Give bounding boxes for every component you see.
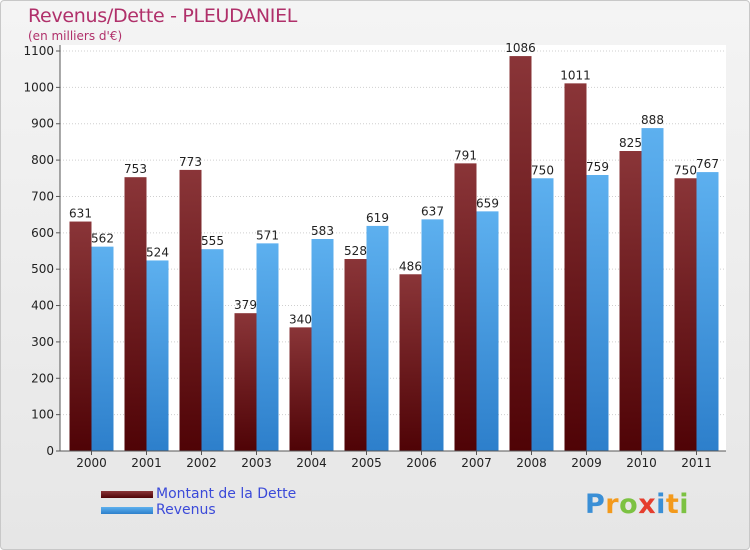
logo-letter: r bbox=[605, 489, 620, 520]
y-tick-label: 400 bbox=[31, 299, 54, 313]
y-tick-label: 200 bbox=[31, 371, 54, 385]
data-label-revenus: 759 bbox=[586, 160, 609, 174]
x-tick-label: 2007 bbox=[461, 456, 492, 470]
bar-dette bbox=[179, 169, 202, 451]
bar-revenus bbox=[366, 225, 389, 451]
x-tick-label: 2006 bbox=[406, 456, 437, 470]
bar-dette bbox=[234, 313, 257, 451]
bar-revenus bbox=[91, 246, 114, 451]
legend-label-dette: Montant de la Dette bbox=[156, 486, 297, 502]
y-tick-label: 1100 bbox=[23, 44, 54, 58]
plot-area bbox=[60, 45, 726, 451]
data-label-revenus: 562 bbox=[91, 232, 114, 246]
data-label-dette: 773 bbox=[179, 155, 202, 169]
logo-letter: P bbox=[585, 489, 606, 520]
x-tick-label: 2008 bbox=[516, 456, 547, 470]
gridlines bbox=[60, 45, 726, 452]
data-label-dette: 750 bbox=[674, 163, 697, 177]
logo-letter: i bbox=[656, 489, 666, 520]
data-label-revenus: 571 bbox=[256, 228, 279, 242]
bar-dette bbox=[454, 163, 477, 451]
x-tick-label: 2005 bbox=[351, 456, 382, 470]
logo-letter: o bbox=[619, 489, 639, 520]
bar-revenus bbox=[421, 219, 444, 451]
data-label-revenus: 750 bbox=[531, 163, 554, 177]
bar-revenus bbox=[476, 211, 499, 451]
bar-revenus bbox=[201, 249, 224, 451]
data-label-dette: 379 bbox=[234, 298, 257, 312]
x-tick-label: 2003 bbox=[241, 456, 272, 470]
bar-dette bbox=[344, 259, 367, 451]
logo-letter: i bbox=[679, 489, 690, 520]
bar-revenus bbox=[586, 175, 609, 451]
data-label-dette: 340 bbox=[289, 312, 312, 326]
x-tick-label: 2009 bbox=[571, 456, 602, 470]
data-label-dette: 486 bbox=[399, 259, 422, 273]
x-tick-label: 2002 bbox=[186, 456, 217, 470]
x-tick-label: 2001 bbox=[131, 456, 162, 470]
y-tick-label: 300 bbox=[31, 335, 54, 349]
proxiti-logo: Proxiti bbox=[585, 489, 689, 520]
data-label-revenus: 637 bbox=[421, 204, 444, 218]
x-tick-label: 2011 bbox=[681, 456, 712, 470]
y-tick-label: 800 bbox=[31, 153, 54, 167]
x-tick-label: 2010 bbox=[626, 456, 657, 470]
data-label-revenus: 888 bbox=[641, 113, 664, 127]
data-label-revenus: 555 bbox=[201, 234, 224, 248]
data-label-dette: 631 bbox=[69, 207, 92, 221]
bar-revenus bbox=[256, 243, 279, 451]
bar-revenus bbox=[146, 260, 169, 451]
legend-label-revenus: Revenus bbox=[156, 502, 216, 518]
bar-revenus bbox=[696, 172, 719, 451]
data-label-dette: 753 bbox=[124, 162, 147, 176]
data-labels: 631 562 753 524 773 555 379 571 340 583 528 619 486 6… bbox=[69, 41, 719, 326]
data-label-dette: 1011 bbox=[560, 68, 591, 82]
y-tick-label: 600 bbox=[31, 226, 54, 240]
data-label-revenus: 583 bbox=[311, 224, 334, 238]
data-label-dette: 1086 bbox=[505, 41, 536, 55]
legend-swatch-dette bbox=[101, 491, 153, 498]
bar-revenus bbox=[641, 128, 664, 451]
chart-subtitle: (en milliers d'€) bbox=[28, 29, 123, 43]
bar-dette bbox=[509, 56, 532, 451]
logo-letter: t bbox=[665, 489, 680, 520]
y-tick-label: 700 bbox=[31, 189, 54, 203]
data-label-revenus: 659 bbox=[476, 196, 499, 210]
bar-revenus bbox=[531, 178, 554, 452]
y-tick-label: 900 bbox=[31, 117, 54, 131]
chart-title: Revenus/Dette - PLEUDANIEL bbox=[28, 5, 298, 27]
y-tick-label: 500 bbox=[31, 262, 54, 276]
bar-dette bbox=[619, 151, 642, 451]
bars bbox=[69, 56, 719, 452]
data-label-dette: 791 bbox=[454, 148, 477, 162]
bar-revenus bbox=[311, 239, 334, 451]
y-tick-label: 1000 bbox=[23, 80, 54, 94]
data-label-dette: 528 bbox=[344, 244, 367, 258]
bar-dette bbox=[674, 178, 697, 452]
y-tick-label: 100 bbox=[31, 408, 54, 422]
x-tick-label: 2000 bbox=[76, 456, 107, 470]
bar-dette bbox=[564, 83, 587, 451]
x-tick-label: 2004 bbox=[296, 456, 327, 470]
legend-swatch-revenus bbox=[101, 507, 153, 514]
logo-letter: x bbox=[638, 489, 657, 520]
data-label-revenus: 524 bbox=[146, 245, 169, 259]
data-label-revenus: 619 bbox=[366, 211, 389, 225]
axes: 0 100 200 300 400 500 600 700 800 900 1000 1100 2000… bbox=[23, 44, 726, 470]
data-label-dette: 825 bbox=[619, 136, 642, 150]
y-tick-label: 0 bbox=[46, 444, 54, 458]
bar-dette bbox=[124, 177, 147, 451]
bar-dette bbox=[69, 221, 92, 451]
bar-dette bbox=[399, 274, 422, 451]
data-label-revenus: 767 bbox=[696, 157, 719, 171]
bar-dette bbox=[289, 327, 312, 451]
